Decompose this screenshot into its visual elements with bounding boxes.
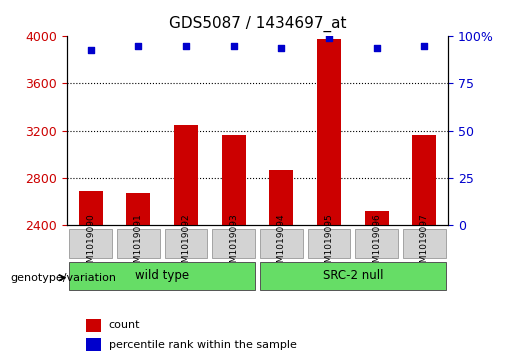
- FancyBboxPatch shape: [165, 229, 208, 258]
- Bar: [269, 170, 293, 225]
- Point: [87, 46, 95, 52]
- Text: wild type: wild type: [135, 269, 190, 282]
- Bar: [79, 191, 102, 225]
- FancyBboxPatch shape: [70, 229, 112, 258]
- Text: GSM1019091: GSM1019091: [134, 213, 143, 274]
- Text: GSM1019097: GSM1019097: [420, 213, 428, 274]
- Bar: [413, 135, 436, 225]
- Point: [372, 45, 381, 50]
- Point: [420, 43, 428, 49]
- FancyBboxPatch shape: [260, 229, 303, 258]
- FancyBboxPatch shape: [403, 229, 445, 258]
- Bar: [174, 125, 198, 225]
- FancyBboxPatch shape: [355, 229, 398, 258]
- Point: [230, 43, 238, 49]
- Point: [325, 35, 333, 41]
- FancyBboxPatch shape: [117, 229, 160, 258]
- Text: percentile rank within the sample: percentile rank within the sample: [109, 340, 297, 350]
- FancyBboxPatch shape: [307, 229, 350, 258]
- Text: SRC-2 null: SRC-2 null: [322, 269, 383, 282]
- FancyBboxPatch shape: [70, 262, 255, 290]
- Text: GSM1019090: GSM1019090: [87, 213, 95, 274]
- Bar: [127, 193, 150, 225]
- Text: GSM1019095: GSM1019095: [324, 213, 333, 274]
- Text: GSM1019096: GSM1019096: [372, 213, 381, 274]
- Point: [182, 43, 190, 49]
- Text: GSM1019094: GSM1019094: [277, 213, 286, 274]
- Bar: [86, 319, 101, 332]
- FancyBboxPatch shape: [212, 229, 255, 258]
- Text: GSM1019093: GSM1019093: [229, 213, 238, 274]
- Text: GSM1019092: GSM1019092: [182, 213, 191, 274]
- Title: GDS5087 / 1434697_at: GDS5087 / 1434697_at: [169, 16, 346, 32]
- Bar: [222, 135, 246, 225]
- Text: count: count: [109, 320, 141, 330]
- Bar: [365, 211, 388, 225]
- Bar: [86, 338, 101, 351]
- Point: [134, 43, 143, 49]
- Point: [277, 45, 285, 50]
- Text: genotype/variation: genotype/variation: [10, 273, 116, 283]
- FancyBboxPatch shape: [260, 262, 445, 290]
- Bar: [317, 38, 341, 225]
